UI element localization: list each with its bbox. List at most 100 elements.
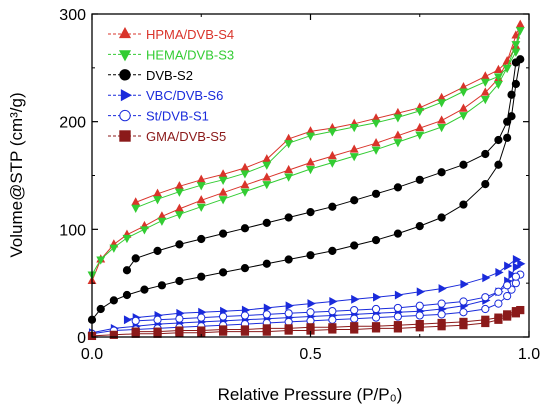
data-point [284, 173, 294, 182]
data-point [371, 189, 381, 198]
data-point [306, 166, 315, 175]
data-point [350, 314, 359, 323]
data-point [262, 259, 271, 268]
data-point [306, 308, 315, 317]
data-point [460, 279, 469, 289]
data-point [503, 117, 512, 126]
data-point [140, 226, 149, 235]
legend-marker [120, 89, 133, 102]
legend-entry-1: HEMA/DVB-S3 [108, 47, 234, 62]
tick-layer: 0 100 200 300 0.0 0.5 1.0 [59, 7, 540, 363]
data-point [131, 327, 140, 336]
x-axis-label: Relative Pressure (P/P₀) [218, 385, 403, 404]
data-point [415, 175, 424, 184]
data-point [109, 330, 118, 339]
legend-label: VBC/DVB-S6 [146, 88, 223, 103]
data-point [174, 211, 184, 220]
data-point [240, 311, 250, 320]
data-point [494, 135, 503, 145]
data-point [351, 294, 360, 304]
series-4 [87, 270, 525, 338]
data-point [284, 140, 294, 149]
data-point [517, 259, 526, 269]
data-point [393, 139, 403, 148]
data-point [394, 290, 404, 300]
data-point [511, 48, 521, 57]
data-point [511, 307, 520, 316]
data-point [240, 224, 250, 233]
legend-marker [119, 69, 131, 81]
data-point [349, 153, 359, 162]
data-point [495, 267, 504, 277]
data-point [306, 251, 315, 260]
data-point [511, 272, 520, 281]
legend-label: HEMA/DVB-S3 [146, 47, 234, 62]
data-point [328, 307, 337, 316]
y-tick-label: 200 [59, 115, 86, 132]
data-point [415, 301, 424, 310]
data-point [197, 234, 206, 244]
data-point [507, 90, 516, 99]
legend-entry-5: GMA/DVB-S5 [108, 129, 226, 144]
data-point [327, 128, 337, 137]
data-point [393, 114, 403, 123]
data-point [371, 322, 381, 331]
legend-label: GMA/DVB-S5 [146, 129, 226, 144]
legend-label: St/DVB-S1 [146, 109, 209, 124]
data-point [371, 138, 381, 147]
data-point [262, 172, 272, 181]
data-point [503, 291, 512, 301]
data-point [153, 246, 162, 255]
data-point [459, 200, 468, 209]
data-point [437, 299, 446, 308]
series-layer [87, 19, 526, 341]
data-point [123, 315, 133, 325]
data-point [327, 159, 337, 168]
data-point [481, 304, 490, 314]
legend-entry-0: HPMA/DVB-S4 [108, 26, 234, 42]
data-point [240, 188, 250, 197]
data-point [437, 310, 446, 319]
data-point [415, 311, 424, 320]
data-point [175, 276, 184, 286]
data-point [240, 263, 250, 273]
data-point [437, 318, 446, 328]
data-point [393, 229, 402, 238]
legend-marker [118, 50, 132, 62]
data-point [511, 41, 521, 50]
legend: HPMA/DVB-S4 HEMA/DVB-S3 DVB-S2 VBC/DVB-S6 St… [108, 26, 234, 144]
data-point [371, 236, 381, 245]
data-point [459, 112, 468, 121]
data-point [263, 303, 272, 313]
x-tick-label: 1.0 [518, 346, 540, 363]
data-point [459, 308, 468, 317]
data-point [262, 181, 272, 190]
data-point [285, 301, 294, 311]
data-point [503, 281, 512, 290]
data-point [157, 281, 167, 290]
data-point [327, 150, 337, 160]
data-point [503, 133, 512, 142]
data-point [480, 78, 490, 88]
data-point [415, 122, 425, 132]
data-point [494, 160, 503, 169]
legend-marker [119, 109, 131, 122]
series-1 [87, 27, 525, 280]
data-point [511, 58, 520, 67]
data-point [197, 326, 206, 335]
x-tick-label: 0.0 [81, 346, 103, 363]
data-point [504, 261, 513, 271]
data-point [219, 325, 228, 334]
data-point [262, 218, 271, 227]
data-point [328, 246, 337, 255]
data-point [437, 213, 446, 222]
y-tick-label: 0 [77, 330, 86, 347]
data-point [262, 161, 272, 170]
data-point [512, 255, 522, 264]
data-point [350, 241, 359, 250]
data-point [109, 296, 118, 305]
data-point [481, 180, 490, 189]
data-point [371, 304, 381, 314]
data-point [507, 112, 516, 121]
